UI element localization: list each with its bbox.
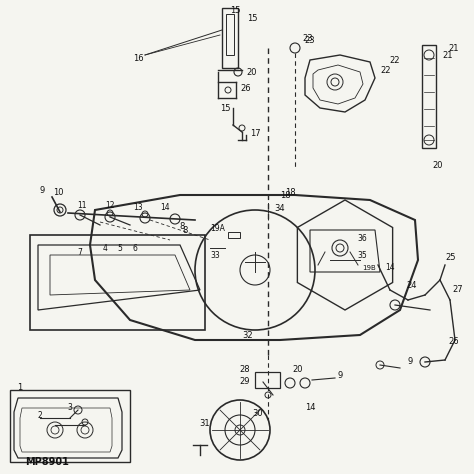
Text: 35: 35 (357, 250, 367, 259)
Text: 9: 9 (337, 371, 343, 380)
Text: 31: 31 (200, 419, 210, 428)
Text: 30: 30 (253, 409, 264, 418)
Text: 23: 23 (305, 36, 315, 45)
Text: 36: 36 (357, 234, 367, 243)
Text: 29: 29 (240, 377, 250, 386)
Text: 5: 5 (118, 244, 122, 253)
Text: 3: 3 (68, 403, 73, 412)
Text: 11: 11 (77, 201, 87, 210)
Text: 32: 32 (243, 330, 253, 339)
Text: 18: 18 (285, 188, 295, 197)
Text: 19B: 19B (362, 265, 376, 271)
Text: 8: 8 (179, 221, 185, 230)
Text: 8: 8 (182, 226, 188, 235)
Text: 19A: 19A (210, 224, 225, 233)
Text: 20: 20 (246, 67, 256, 76)
Text: 21: 21 (448, 44, 458, 53)
Text: 13: 13 (133, 202, 143, 211)
Text: 14: 14 (160, 202, 170, 211)
Text: 2: 2 (37, 410, 42, 419)
Text: 12: 12 (105, 201, 115, 210)
Text: 18: 18 (280, 191, 290, 200)
Text: 4: 4 (102, 244, 108, 253)
Text: 28: 28 (240, 365, 250, 374)
Text: 26: 26 (448, 337, 459, 346)
Text: 10: 10 (53, 188, 63, 197)
Text: 34: 34 (274, 203, 284, 212)
Text: 15: 15 (247, 13, 257, 22)
Text: 17: 17 (250, 128, 261, 137)
Text: 23: 23 (303, 34, 313, 43)
Text: 20: 20 (432, 161, 443, 170)
Text: 15: 15 (230, 6, 240, 15)
Text: 9: 9 (39, 185, 45, 194)
Text: 27: 27 (452, 285, 463, 294)
Text: 15: 15 (220, 103, 230, 112)
Text: 25: 25 (445, 254, 456, 263)
Text: 33: 33 (210, 250, 220, 259)
Text: 26: 26 (240, 83, 251, 92)
Text: 16: 16 (133, 54, 143, 63)
Text: MP8901: MP8901 (25, 457, 69, 467)
Text: 6: 6 (133, 244, 137, 253)
Text: 22: 22 (390, 55, 400, 64)
Text: 9: 9 (408, 357, 413, 366)
Text: 24: 24 (407, 281, 417, 290)
Text: 21: 21 (442, 51, 453, 60)
Text: 22: 22 (380, 65, 391, 74)
Text: 7: 7 (78, 247, 82, 256)
Text: 1: 1 (17, 383, 22, 392)
Text: 14: 14 (385, 264, 395, 273)
Text: 14: 14 (305, 403, 315, 412)
Text: 20: 20 (293, 365, 303, 374)
